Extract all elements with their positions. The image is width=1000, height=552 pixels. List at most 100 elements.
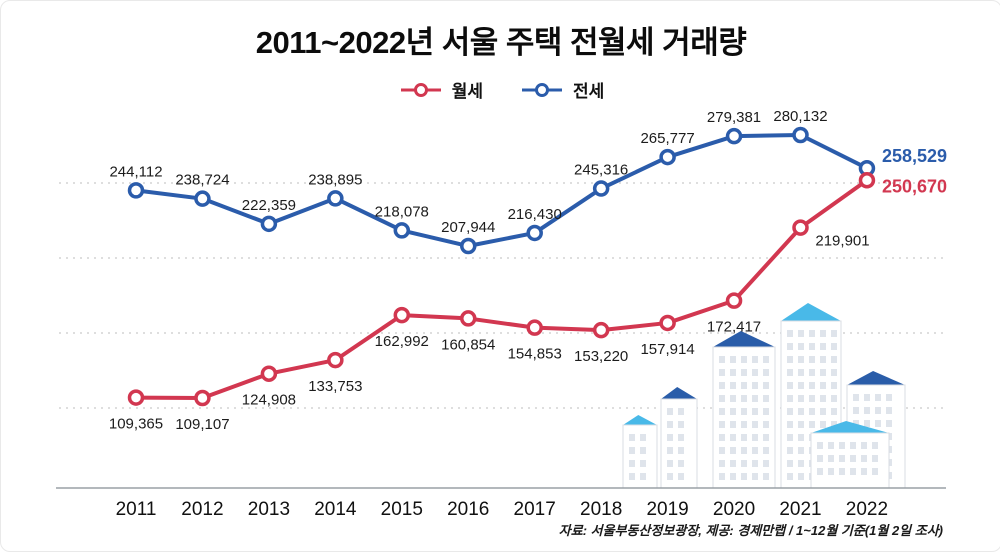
buildings-illustration: [817, 455, 823, 462]
buildings-illustration: [741, 356, 747, 363]
x-axis-label: 2017: [514, 499, 556, 520]
x-axis-label: 2018: [580, 499, 622, 520]
buildings-illustration: [763, 460, 769, 467]
buildings-illustration: [850, 455, 856, 462]
data-label: 162,992: [375, 333, 429, 350]
buildings-illustration: [872, 455, 878, 462]
data-label: 172,417: [707, 319, 761, 336]
data-label: 153,220: [574, 348, 628, 365]
buildings-illustration: [861, 468, 867, 475]
line-marker-icon: [400, 82, 441, 97]
buildings-illustration: [820, 382, 826, 389]
buildings-illustration: [831, 421, 837, 428]
buildings-illustration: [853, 394, 859, 401]
buildings-illustration: [752, 421, 758, 428]
buildings-illustration: [820, 408, 826, 415]
buildings-illustration: [875, 407, 881, 414]
legend: 월세 전세: [1, 77, 1000, 102]
legend-item-jeonse: 전세: [519, 77, 604, 102]
data-point: [592, 321, 610, 339]
series-line-월세: [134, 178, 869, 400]
buildings-illustration: [850, 468, 856, 475]
buildings-illustration: [640, 447, 646, 454]
data-label: 218,078: [375, 203, 429, 220]
buildings-illustration: [828, 468, 834, 475]
data-point: [460, 237, 477, 255]
data-label: 238,724: [175, 172, 229, 189]
buildings-illustration: [850, 442, 856, 449]
buildings-illustration: [667, 408, 673, 415]
data-point: [127, 182, 145, 199]
x-axis-label: 2012: [181, 499, 223, 520]
data-point: [327, 351, 344, 369]
buildings-illustration: [752, 408, 758, 415]
buildings-illustration: [831, 382, 837, 389]
buildings-illustration: [730, 434, 736, 441]
data-point: [194, 190, 211, 207]
buildings-illustration: [798, 395, 804, 402]
buildings-illustration: [809, 343, 815, 350]
buildings-illustration: [763, 447, 769, 454]
data-point: [792, 126, 809, 144]
buildings-illustration: [730, 473, 736, 480]
buildings-illustration: [781, 303, 841, 321]
buildings-illustration: [678, 421, 684, 428]
buildings-illustration: [828, 442, 834, 449]
data-label: 109,365: [109, 416, 163, 433]
buildings-illustration: [623, 415, 657, 425]
legend-label-monthly-rent: 월세: [451, 82, 483, 101]
buildings-illustration: [820, 421, 826, 428]
data-label: 265,777: [640, 130, 694, 147]
buildings-illustration: [886, 407, 892, 414]
buildings-illustration: [741, 434, 747, 441]
x-axis-label: 2014: [314, 499, 357, 520]
buildings-illustration: [640, 434, 646, 441]
buildings-illustration: [741, 369, 747, 376]
data-label: 109,107: [175, 416, 229, 433]
buildings-illustration: [678, 408, 684, 415]
buildings-illustration: [798, 421, 804, 428]
buildings-illustration: [809, 356, 815, 363]
buildings-illustration: [752, 434, 758, 441]
data-label: 280,132: [773, 108, 827, 125]
buildings-illustration: [629, 473, 635, 480]
buildings-illustration: [752, 382, 758, 389]
buildings-illustration: [719, 395, 725, 402]
buildings-illustration: [787, 382, 793, 389]
buildings-illustration: [629, 434, 635, 441]
line-marker-icon: [522, 82, 562, 97]
buildings-illustration: [730, 395, 736, 402]
buildings-illustration: [713, 331, 775, 347]
buildings-illustration: [853, 407, 859, 414]
buildings-illustration: [787, 473, 793, 480]
x-axis-label: 2015: [381, 499, 423, 520]
buildings-illustration: [763, 434, 769, 441]
buildings-illustration: [831, 408, 837, 415]
buildings-illustration: [831, 343, 837, 350]
buildings-illustration: [787, 447, 793, 454]
buildings-illustration: [640, 460, 646, 467]
data-point: [858, 172, 876, 189]
data-point: [792, 219, 809, 236]
buildings-illustration: [798, 369, 804, 376]
buildings-illustration: [809, 408, 815, 415]
buildings-illustration: [820, 356, 826, 363]
data-point: [592, 180, 610, 197]
data-point: [327, 190, 344, 207]
source-note: 자료: 서울부동산정보광장, 제공: 경제만랩 / 1~12월 기준(1월 2일…: [558, 523, 943, 538]
data-label: 279,381: [707, 109, 761, 126]
buildings-illustration: [864, 420, 870, 427]
buildings-illustration: [787, 356, 793, 363]
buildings-illustration: [763, 421, 769, 428]
legend-label-jeonse: 전세: [573, 82, 605, 101]
data-point: [194, 389, 211, 407]
data-label: 124,908: [242, 392, 296, 409]
buildings-illustration: [667, 473, 673, 480]
buildings-illustration: [752, 356, 758, 363]
buildings-illustration: [809, 382, 815, 389]
buildings-illustration: [798, 408, 804, 415]
buildings-illustration: [820, 369, 826, 376]
buildings-illustration: [741, 421, 747, 428]
